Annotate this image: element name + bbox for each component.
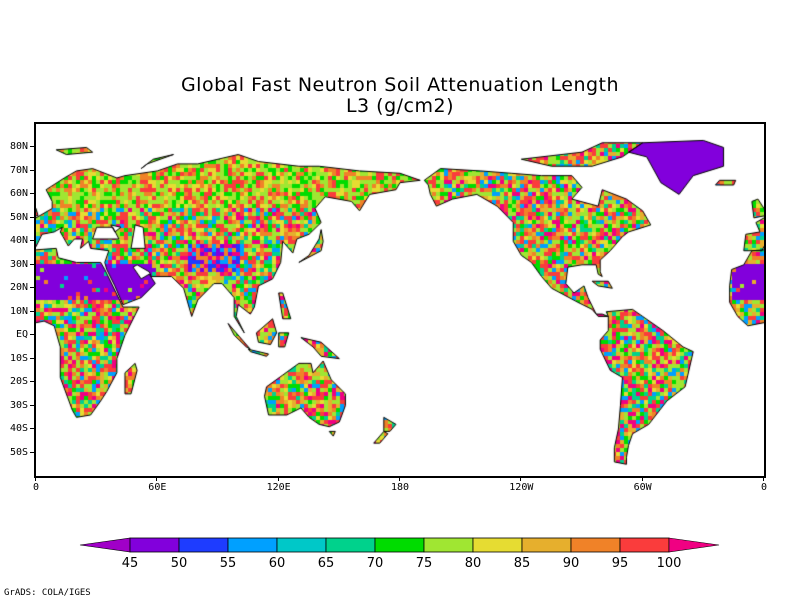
lon-label: 120E xyxy=(266,482,291,493)
colorbar-tick-label: 100 xyxy=(656,556,682,571)
lat-label: 50S xyxy=(9,446,28,458)
lon-label: 60E xyxy=(148,482,167,493)
colorbar-swatch xyxy=(619,537,670,553)
lat-label: 60N xyxy=(9,188,28,200)
colorbar-tick-label: 70 xyxy=(366,556,384,571)
map-frame xyxy=(34,122,766,478)
lat-tick xyxy=(30,193,35,195)
lat-label: 40S xyxy=(9,423,28,435)
lon-tick xyxy=(763,476,764,481)
lat-label: 40N xyxy=(9,235,28,247)
colorbar-swatch xyxy=(472,537,523,553)
lat-tick xyxy=(30,169,35,171)
colorbar-extension-high xyxy=(668,537,720,553)
colorbar-tick-label: 90 xyxy=(562,556,580,571)
lat-label: 20N xyxy=(9,282,28,294)
colorbar-tick-label: 80 xyxy=(464,556,482,571)
lat-label: 20S xyxy=(9,376,28,388)
lon-tick xyxy=(277,476,279,481)
colorbar-swatch xyxy=(178,537,229,553)
lat-tick xyxy=(30,240,35,242)
lon-tick xyxy=(641,476,643,481)
colorbar-tick-label: 55 xyxy=(219,556,237,571)
colorbar-tick-label: 75 xyxy=(415,556,433,571)
lat-tick xyxy=(30,357,35,359)
map-plot-area xyxy=(36,124,764,476)
chart-title: Global Fast Neutron Soil Attenuation Len… xyxy=(180,74,620,96)
colorbar-swatch xyxy=(129,537,180,553)
lat-tick xyxy=(30,404,35,406)
colorbar-tick-label: 45 xyxy=(121,556,139,571)
lat-tick xyxy=(30,287,35,289)
lat-label: EQ xyxy=(15,329,28,341)
lon-tick xyxy=(35,476,36,481)
lat-tick xyxy=(30,451,35,453)
colorbar-swatch xyxy=(521,537,572,553)
lat-label: 80N xyxy=(9,141,28,153)
soil-attenuation-map xyxy=(36,124,764,476)
lat-label: 70N xyxy=(9,164,28,176)
colorbar-swatch xyxy=(276,537,327,553)
lon-label: 0 xyxy=(32,482,40,493)
colorbar-swatch xyxy=(570,537,621,553)
colorbar-extension-low xyxy=(79,537,131,553)
lon-tick xyxy=(399,476,400,481)
lon-label: 0 xyxy=(760,482,768,493)
colorbar-swatch xyxy=(325,537,376,553)
colorbar-tick-label: 65 xyxy=(317,556,335,571)
chart-subtitle: L3 (g/cm2) xyxy=(345,95,455,117)
lon-label: 60W xyxy=(633,482,652,493)
lat-label: 30S xyxy=(9,399,28,411)
lat-tick xyxy=(30,428,35,430)
lat-label: 10S xyxy=(9,352,28,364)
lat-label: 50N xyxy=(9,211,28,223)
lat-tick xyxy=(30,381,35,383)
lat-tick xyxy=(30,146,35,148)
lon-tick xyxy=(156,476,158,481)
lat-tick xyxy=(30,263,35,265)
colorbar-tick-label: 60 xyxy=(268,556,286,571)
colorbar-tick-label: 95 xyxy=(611,556,629,571)
colorbar-swatch xyxy=(374,537,425,553)
lat-label: 10N xyxy=(9,305,28,317)
lon-label: 180 xyxy=(390,482,410,493)
colorbar-tick-label: 85 xyxy=(513,556,531,571)
lon-label: 120W xyxy=(509,482,534,493)
lat-tick xyxy=(30,334,35,336)
lat-tick xyxy=(30,216,35,218)
lat-label: 30N xyxy=(9,258,28,270)
colorbar-swatch xyxy=(227,537,278,553)
lat-tick xyxy=(30,310,35,312)
lon-tick xyxy=(520,476,522,481)
colorbar-tick-label: 50 xyxy=(170,556,188,571)
colorbar-swatch xyxy=(423,537,474,553)
footer-credit: GrADS: COLA/IGES xyxy=(4,588,91,598)
